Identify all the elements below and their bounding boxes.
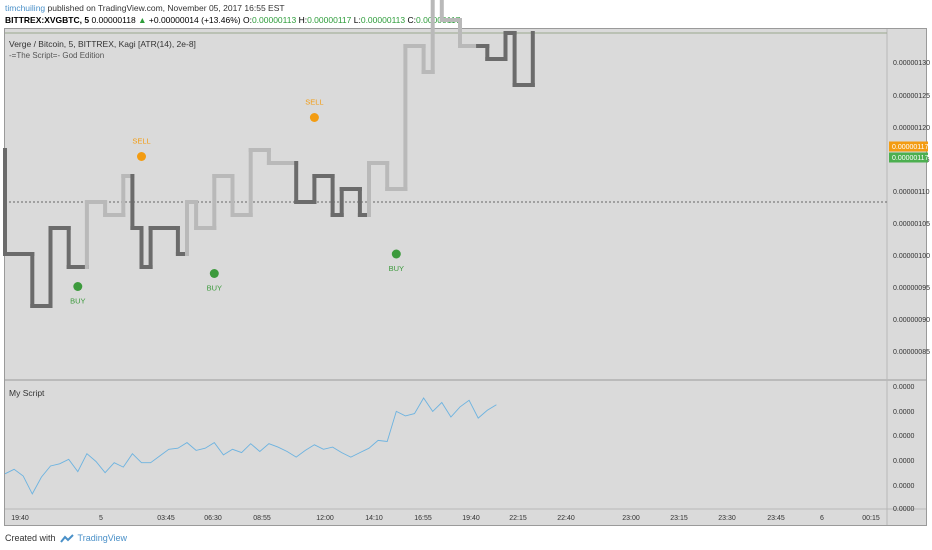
main-pane-subtitle: -=The Script=- God Edition bbox=[9, 51, 104, 60]
sell-marker bbox=[137, 152, 146, 161]
time-tick-label: 08:55 bbox=[253, 515, 271, 522]
time-tick-label: 16:55 bbox=[414, 515, 432, 522]
buy-marker bbox=[391, 249, 401, 259]
open-label: O: bbox=[242, 15, 252, 25]
price-tick-label: 0.00000105 bbox=[893, 221, 930, 228]
indicator-tick-label: 0.0000 bbox=[893, 384, 915, 391]
indicator-series bbox=[4, 397, 497, 495]
time-tick-label: 23:45 bbox=[767, 515, 785, 522]
buy-marker bbox=[209, 269, 219, 278]
time-tick-label: 19:40 bbox=[462, 515, 480, 522]
indicator-tick-label: 0.0000 bbox=[893, 409, 915, 416]
indicator-tick-label: 0.0000 bbox=[893, 458, 915, 465]
price-tick-label: 0.00000130 bbox=[893, 60, 930, 67]
tradingview-logo-icon bbox=[59, 533, 74, 543]
footer-brand[interactable]: TradingView bbox=[77, 533, 128, 543]
time-tick-label: 00:15 bbox=[862, 515, 880, 522]
high-value: 0.00000117 bbox=[307, 15, 352, 25]
buy-label: BUY bbox=[70, 297, 85, 306]
up-arrow-icon: ▲ bbox=[138, 15, 147, 25]
indicator-tick-label: 0.0000 bbox=[893, 506, 915, 513]
indicator-tick-label: 0.0000 bbox=[893, 483, 915, 490]
price-axis[interactable]: 0.000001300.000001250.000001200.00000115… bbox=[893, 60, 930, 356]
last-price: 0.00000118 bbox=[91, 15, 136, 25]
horizontal-lines bbox=[5, 32, 887, 203]
time-tick-label: 22:40 bbox=[557, 515, 575, 522]
low-label: L: bbox=[353, 15, 361, 25]
price-tick-label: 0.00000120 bbox=[893, 125, 930, 132]
chart-frame bbox=[4, 28, 927, 526]
price-axis-label: 0.00000117 bbox=[892, 155, 929, 162]
sell-label: SELL bbox=[132, 137, 150, 146]
main-pane-title: Verge / Bitcoin, 5, BITTREX, Kagi [ATR(1… bbox=[9, 39, 196, 49]
indicator-line bbox=[4, 397, 497, 495]
price-tick-label: 0.00000110 bbox=[893, 189, 930, 196]
time-tick-label: 06:30 bbox=[204, 515, 222, 522]
price-axis-label-box bbox=[889, 152, 928, 163]
time-axis[interactable]: 19:40 5 03:45 06:30 08:55 12:00 14:10 16:55 19:4… bbox=[11, 515, 880, 522]
time-tick-label: 5 bbox=[99, 515, 103, 522]
time-tick-label: 03:45 bbox=[157, 515, 175, 522]
kagi-series bbox=[3, 0, 535, 308]
sell-marker bbox=[309, 113, 319, 122]
open-value: 0.00000113 bbox=[251, 15, 297, 25]
symbol-name: BITTREX:XVGBTC, 5 bbox=[5, 15, 90, 25]
footer-created: Created with bbox=[5, 533, 56, 543]
low-value: 0.00000113 bbox=[360, 15, 406, 25]
price-change: +0.00000014 (+13.46%) bbox=[148, 15, 241, 25]
indicator-axis[interactable]: 0.0000 0.0000 0.0000 0.0000 0.0000 0.0000 bbox=[893, 384, 915, 513]
price-axis-label-box bbox=[889, 141, 928, 152]
price-tick-label: 0.00000095 bbox=[893, 285, 930, 292]
publish-info: published on TradingView.com, November 0… bbox=[45, 3, 285, 13]
time-tick-label: 23:00 bbox=[622, 515, 640, 522]
publish-header: timchuiling published on TradingView.com… bbox=[5, 3, 285, 13]
sell-label: SELL bbox=[305, 98, 323, 107]
time-tick-label: 23:15 bbox=[670, 515, 688, 522]
price-tick-label: 0.00000100 bbox=[893, 253, 930, 260]
signal-markers: BUYSELLBUYSELLBUYSELL bbox=[70, 98, 404, 306]
time-tick-label: 19:40 bbox=[11, 515, 29, 522]
price-tick-label: 0.00000125 bbox=[893, 93, 930, 100]
price-axis-label: 0.00000117 bbox=[892, 144, 929, 151]
price-tick-label: 0.00000085 bbox=[893, 349, 930, 356]
indicator-tick-label: 0.0000 bbox=[893, 433, 915, 440]
time-tick-label: 12:00 bbox=[316, 515, 334, 522]
price-labels: 0.00000117 0.00000117 bbox=[889, 141, 929, 163]
time-tick-label: 14:10 bbox=[365, 515, 383, 522]
author-link[interactable]: timchuiling bbox=[5, 3, 46, 13]
buy-label: BUY bbox=[389, 264, 404, 273]
time-tick-label: 22:15 bbox=[509, 515, 527, 522]
price-tick-label: 0.00000090 bbox=[893, 317, 930, 324]
time-tick-label: 23:30 bbox=[718, 515, 736, 522]
symbol-header: BITTREX:XVGBTC, 5 0.00000118 ▲ +0.000000… bbox=[5, 15, 460, 25]
close-value: 0.00000117 bbox=[416, 15, 461, 25]
close-label: C: bbox=[407, 15, 417, 25]
high-label: H: bbox=[298, 15, 308, 25]
script-pane-title: My Script bbox=[9, 388, 45, 398]
time-tick-label: 6 bbox=[820, 515, 824, 522]
buy-marker bbox=[73, 282, 83, 291]
buy-label: BUY bbox=[207, 284, 222, 293]
footer: Created with TradingView bbox=[5, 533, 127, 543]
